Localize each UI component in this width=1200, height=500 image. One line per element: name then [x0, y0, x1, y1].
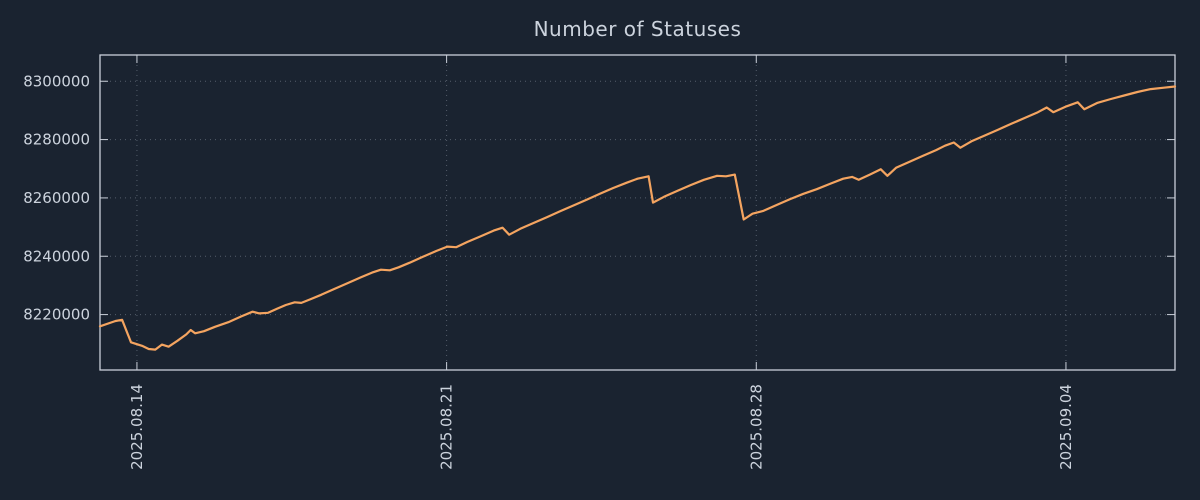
- y-tick-label: 8240000: [23, 247, 90, 265]
- plot-frame: [99, 54, 1176, 371]
- data-line: [98, 85, 1177, 351]
- x-tick-label: 2025.08.14: [128, 384, 146, 470]
- x-tick-label: 2025.09.04: [1057, 384, 1075, 470]
- y-tick-label: 8300000: [23, 72, 90, 90]
- x-tick-label: 2025.08.21: [438, 384, 456, 470]
- y-tick-label: 8260000: [23, 189, 90, 207]
- y-tick-label: 8220000: [23, 306, 90, 324]
- x-tick-label: 2025.08.28: [747, 384, 765, 470]
- y-tick-label: 8280000: [23, 131, 90, 149]
- chart-title: Number of Statuses: [533, 17, 742, 41]
